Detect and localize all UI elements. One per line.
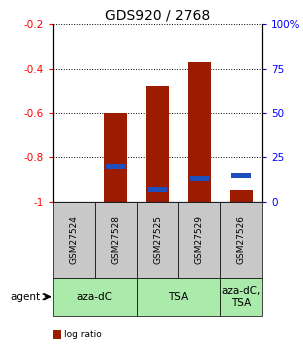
Bar bbox=[137, 278, 220, 316]
Bar bbox=[53, 331, 61, 339]
Bar bbox=[104, 113, 127, 202]
Bar bbox=[230, 190, 253, 202]
Text: aza-dC,
TSA: aza-dC, TSA bbox=[221, 286, 261, 307]
Text: GDS920 / 2768: GDS920 / 2768 bbox=[105, 9, 210, 22]
Text: GSM27524: GSM27524 bbox=[69, 215, 78, 264]
Bar bbox=[220, 202, 262, 278]
Bar bbox=[146, 86, 169, 202]
Bar bbox=[53, 278, 137, 316]
Bar bbox=[190, 176, 209, 181]
Text: agent: agent bbox=[11, 292, 41, 302]
Bar bbox=[137, 202, 178, 278]
Bar bbox=[95, 202, 137, 278]
Bar bbox=[178, 202, 220, 278]
Bar bbox=[231, 173, 251, 178]
Bar bbox=[220, 278, 262, 316]
Text: GSM27528: GSM27528 bbox=[111, 215, 120, 264]
Text: aza-dC: aza-dC bbox=[77, 292, 113, 302]
Text: GSM27529: GSM27529 bbox=[195, 215, 204, 264]
Bar bbox=[148, 187, 167, 192]
Text: log ratio: log ratio bbox=[64, 330, 102, 339]
Text: TSA: TSA bbox=[168, 292, 188, 302]
Bar bbox=[188, 62, 211, 202]
Text: GSM27525: GSM27525 bbox=[153, 215, 162, 264]
Bar bbox=[106, 164, 125, 169]
Text: GSM27526: GSM27526 bbox=[237, 215, 246, 264]
Bar bbox=[53, 202, 95, 278]
